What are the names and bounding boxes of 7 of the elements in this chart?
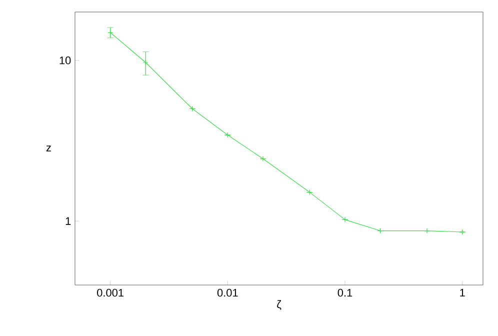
x-axis-title: ζ xyxy=(277,300,282,310)
x-tick-label: 0.1 xyxy=(338,288,352,297)
x-tick-label: 1 xyxy=(460,288,465,296)
y-tick-label: 10 xyxy=(60,56,71,64)
y-axis-title: z xyxy=(46,146,51,152)
x-tick-label: 0.001 xyxy=(97,288,124,297)
x-tick-label: 0.01 xyxy=(217,288,238,297)
